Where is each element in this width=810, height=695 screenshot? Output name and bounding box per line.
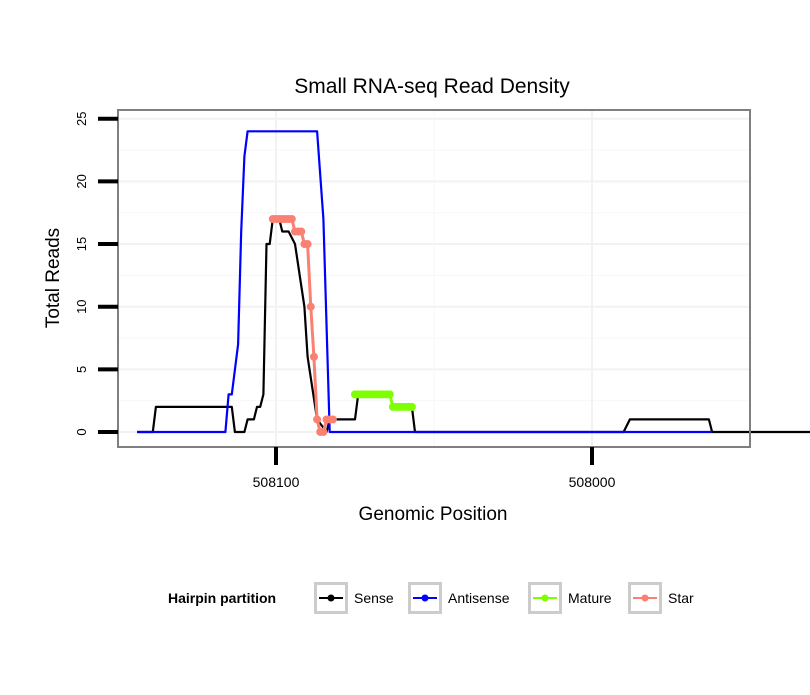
series-line-antisense: [137, 130, 713, 434]
x-axis: 508100 508000: [253, 447, 616, 490]
legend-key-point: [641, 594, 649, 602]
series-star: [268, 214, 337, 436]
legend-item-mature: Mature: [528, 582, 612, 614]
y-tick-label: 0: [74, 428, 89, 435]
y-tick-label: 25: [74, 112, 89, 126]
legend: Hairpin partition Sense Antisense Mature St…: [168, 582, 694, 614]
y-tick-label: 15: [74, 237, 89, 251]
legend-label: Star: [668, 590, 694, 606]
series-mature: [351, 390, 416, 411]
data-point-star: [313, 415, 322, 424]
data-point-mature: [385, 390, 394, 399]
y-axis-label: Total Reads: [43, 228, 64, 328]
data-point-star: [309, 352, 318, 361]
legend-key-point: [421, 594, 429, 602]
x-axis-label: Genomic Position: [359, 504, 508, 525]
legend-item-antisense: Antisense: [408, 582, 510, 614]
y-tick-label: 5: [74, 366, 89, 373]
chart-title: Small RNA-seq Read Density: [294, 75, 570, 98]
legend-item-sense: Sense: [314, 582, 394, 614]
data-point-star: [287, 214, 296, 223]
x-tick-label: 508100: [253, 474, 300, 490]
legend-label: Mature: [568, 590, 612, 606]
y-tick-label: 10: [74, 299, 89, 313]
data-point-star: [319, 427, 328, 436]
data-point-star: [303, 240, 312, 249]
gridlines: [117, 110, 751, 447]
legend-label: Sense: [354, 590, 394, 606]
x-tick-label: 508000: [569, 474, 616, 490]
data-point-star: [306, 302, 315, 311]
legend-label: Antisense: [448, 590, 510, 606]
legend-item-star: Star: [628, 582, 694, 614]
y-tick-label: 20: [74, 174, 89, 188]
plot-border: [117, 109, 751, 448]
legend-key-point: [541, 594, 549, 602]
legend-title: Hairpin partition: [168, 590, 276, 606]
series-antisense: [137, 130, 713, 434]
legend-key-point: [327, 594, 335, 602]
data-point-star: [297, 227, 306, 236]
data-point-mature: [407, 402, 416, 411]
y-axis: 0 5 10 15 20 25: [74, 112, 118, 436]
data-point-star: [328, 415, 337, 424]
series-layer: [137, 130, 810, 436]
